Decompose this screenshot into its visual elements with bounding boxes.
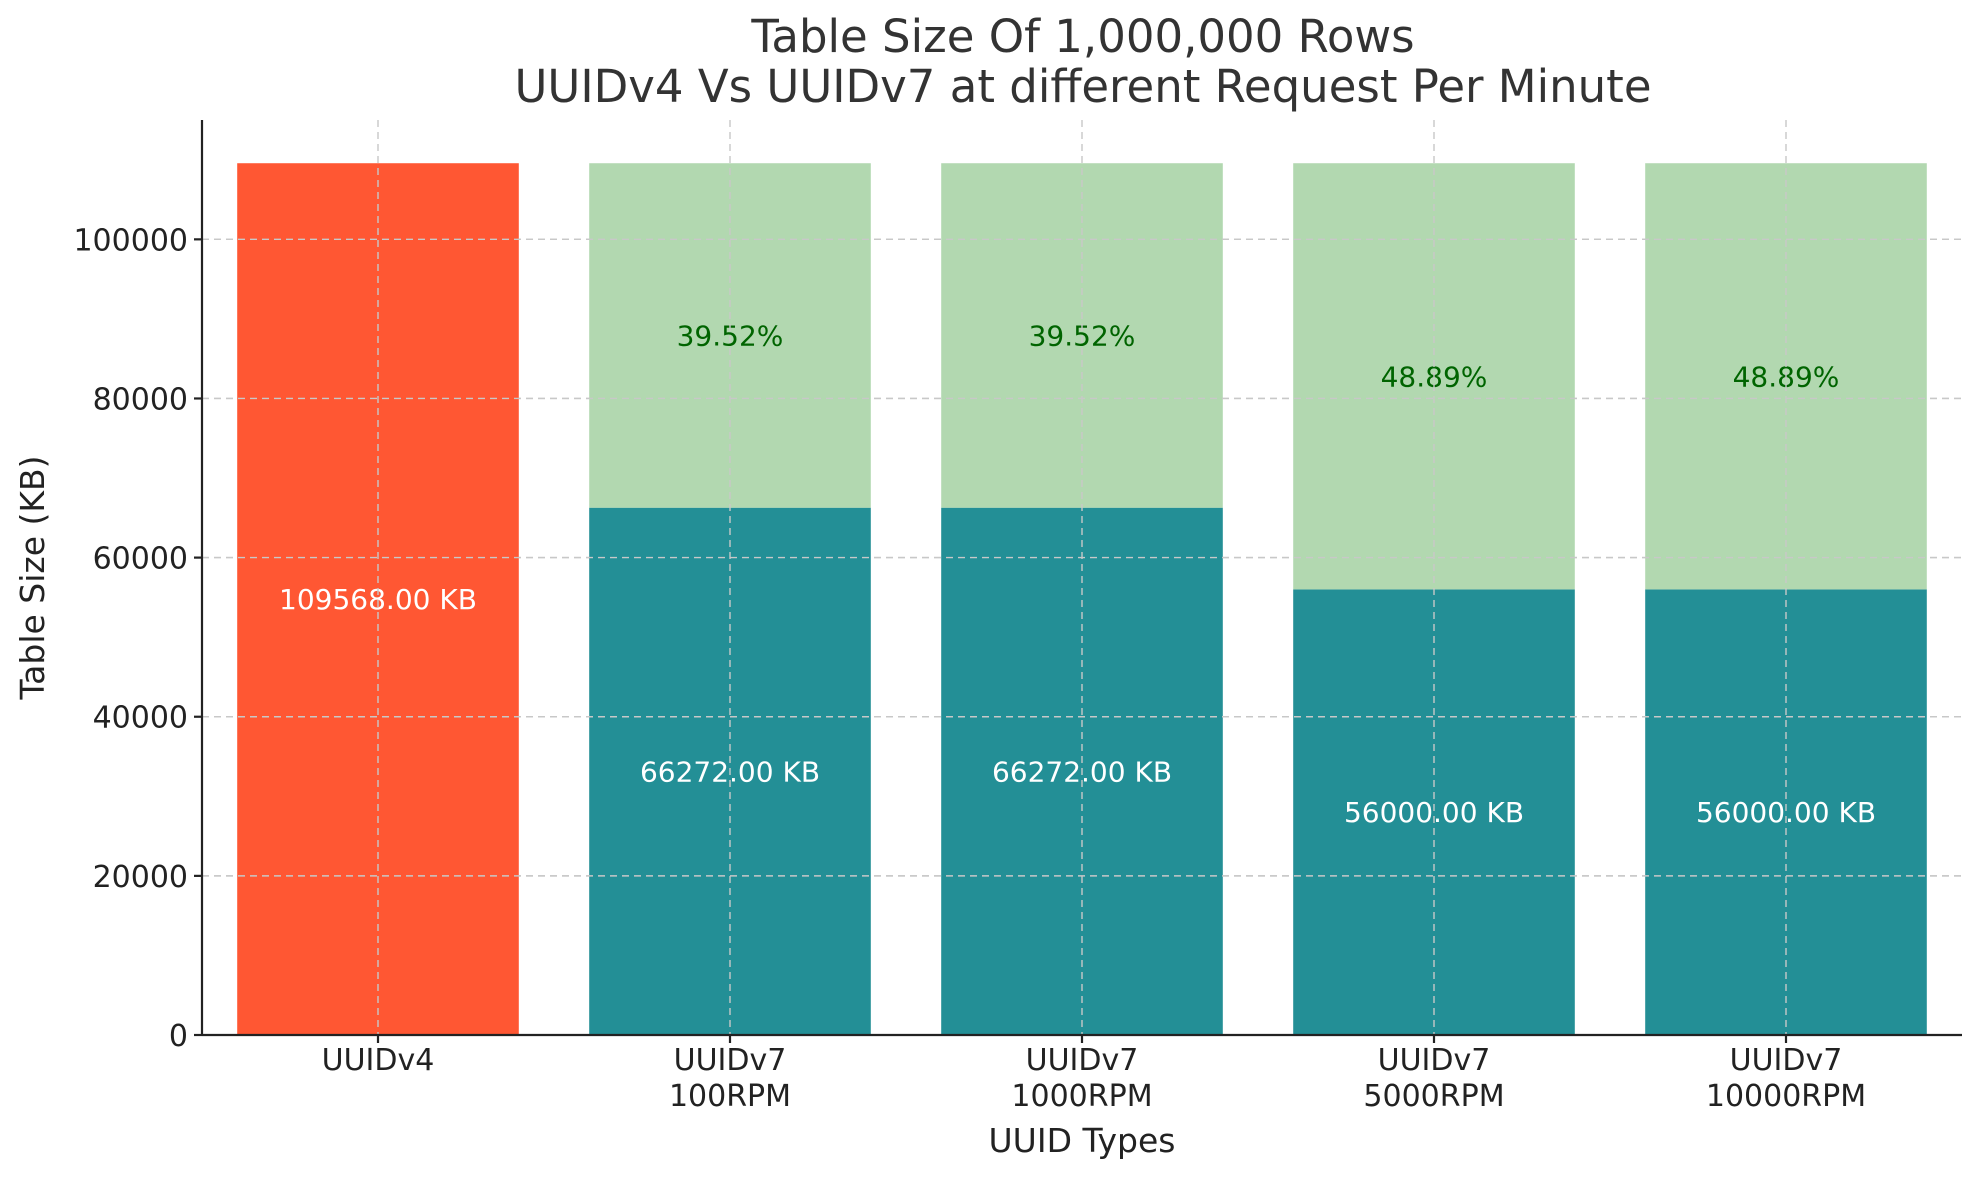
y-tick-label: 60000 bbox=[93, 542, 188, 577]
x-axis-label: UUID Types bbox=[989, 1121, 1176, 1160]
x-tick-label: 5000RPM bbox=[1363, 1079, 1504, 1114]
x-tick-label: UUIDv7 bbox=[1378, 1043, 1491, 1078]
x-tick-label: 1000RPM bbox=[1011, 1079, 1152, 1114]
chart-title-line-2: UUIDv4 Vs UUIDv7 at different Request Pe… bbox=[514, 60, 1651, 113]
y-tick-label: 0 bbox=[169, 1019, 188, 1054]
x-tick-label: UUIDv7 bbox=[674, 1043, 787, 1078]
y-tick-label: 40000 bbox=[93, 701, 188, 736]
y-tick-label: 100000 bbox=[73, 223, 188, 258]
x-tick-label: UUIDv7 bbox=[1026, 1043, 1139, 1078]
bar-data-label: 56000.00 KB bbox=[1696, 796, 1876, 829]
x-tick-labels: UUIDv4 UUIDv7100RPMUUIDv71000RPMUUIDv7500… bbox=[322, 1035, 1866, 1114]
chart-title-line-1: Table Size Of 1,000,000 Rows bbox=[750, 10, 1414, 63]
y-tick-label: 80000 bbox=[93, 382, 188, 417]
y-tick-labels: 0 20000 40000 60000 80000 100000 bbox=[73, 223, 202, 1054]
bar-data-label: 56000.00 KB bbox=[1344, 796, 1524, 829]
y-tick-label: 20000 bbox=[93, 860, 188, 895]
x-tick-label: 10000RPM bbox=[1706, 1079, 1866, 1114]
x-tick-label: UUIDv4 bbox=[322, 1043, 435, 1078]
x-tick-label: 100RPM bbox=[669, 1079, 791, 1114]
x-tick-label: UUIDv7 bbox=[1730, 1043, 1843, 1078]
y-axis-label: Table Size (KB) bbox=[13, 455, 52, 700]
